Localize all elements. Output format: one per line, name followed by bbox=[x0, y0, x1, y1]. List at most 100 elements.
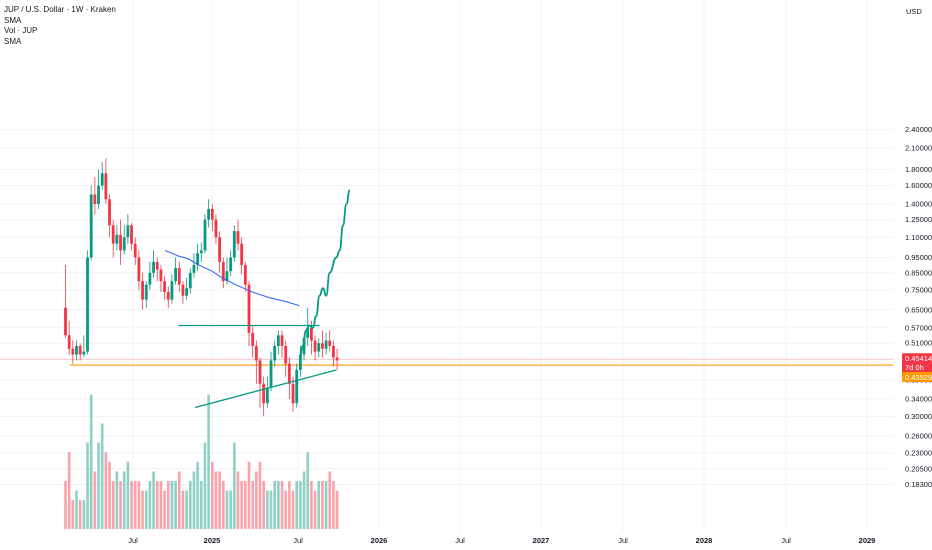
volume-bar bbox=[240, 481, 243, 529]
candle-body bbox=[203, 219, 207, 251]
volume-bar bbox=[233, 442, 236, 529]
candle-body bbox=[240, 243, 244, 265]
candle-body bbox=[262, 383, 266, 404]
x-tick-label: Jul bbox=[781, 536, 791, 545]
legend-volume-sma[interactable]: SMA bbox=[4, 36, 22, 46]
candle-body bbox=[75, 345, 78, 355]
volume-bar bbox=[119, 481, 122, 529]
candle-body bbox=[321, 343, 324, 349]
candle-body bbox=[78, 345, 82, 355]
candle-body bbox=[269, 360, 273, 388]
candle-body bbox=[141, 281, 144, 300]
volume-bar bbox=[269, 490, 273, 529]
candle-body bbox=[291, 383, 295, 404]
candle-body bbox=[100, 173, 104, 186]
volume-bar bbox=[225, 490, 229, 529]
candle-body bbox=[309, 327, 313, 341]
candle-body bbox=[130, 225, 133, 244]
legend-volume[interactable]: Vol · JUP bbox=[4, 26, 38, 35]
candle-body bbox=[133, 243, 137, 258]
volume-bar bbox=[93, 471, 97, 529]
volume-bar bbox=[78, 500, 82, 529]
candle-body bbox=[258, 360, 262, 384]
candle-body bbox=[265, 387, 269, 404]
volume-bar bbox=[155, 481, 159, 529]
candle-body bbox=[188, 272, 192, 289]
volume-bar bbox=[335, 490, 339, 529]
y-tick-label: 0.30000 bbox=[905, 412, 932, 421]
volume-bar bbox=[207, 394, 210, 529]
volume-bar bbox=[133, 481, 137, 529]
candle-body bbox=[317, 343, 321, 352]
volume-bar bbox=[211, 461, 214, 529]
candle-body bbox=[159, 269, 163, 282]
volume-bar bbox=[236, 471, 240, 529]
candle-body bbox=[155, 261, 159, 270]
sma-line bbox=[164, 249, 300, 307]
candle-body bbox=[67, 335, 71, 349]
candle-body bbox=[166, 291, 170, 300]
volume-bar bbox=[222, 481, 225, 529]
volume-bar bbox=[97, 442, 100, 529]
candle-body bbox=[210, 209, 214, 220]
candle-body bbox=[221, 261, 225, 282]
candle-body bbox=[174, 268, 177, 282]
candle-body bbox=[93, 194, 97, 205]
volume-bar bbox=[152, 471, 155, 529]
candle-body bbox=[295, 369, 299, 404]
volume-bar bbox=[295, 481, 299, 529]
candle-body bbox=[82, 351, 86, 355]
candle-body bbox=[126, 225, 130, 238]
y-tick-label: 2.10000 bbox=[905, 144, 932, 153]
volume-bar bbox=[192, 471, 196, 529]
volume-bar bbox=[262, 481, 265, 529]
candle-body bbox=[287, 363, 291, 384]
volume-bar bbox=[324, 481, 328, 529]
volume-bar bbox=[111, 481, 115, 529]
volume-bar bbox=[199, 481, 203, 529]
candle-body bbox=[229, 257, 233, 272]
candle-body bbox=[298, 354, 302, 370]
candle-body bbox=[181, 284, 185, 296]
x-tick-label: Jul bbox=[293, 536, 303, 545]
candle-body bbox=[214, 219, 218, 238]
volume-bar bbox=[166, 481, 170, 529]
volume-bar bbox=[203, 442, 207, 529]
candle-body bbox=[335, 357, 339, 361]
candle-body bbox=[177, 268, 181, 285]
legend-sma[interactable]: SMA bbox=[4, 15, 22, 25]
y-tick-label: 0.65000 bbox=[905, 305, 932, 314]
candle-body bbox=[218, 237, 222, 262]
candle-body bbox=[115, 234, 119, 244]
candle-body bbox=[232, 231, 236, 258]
volume-bar bbox=[302, 471, 306, 529]
volume-bar bbox=[185, 490, 188, 529]
candle-body bbox=[199, 250, 203, 254]
candle-body bbox=[71, 348, 75, 355]
x-tick-label: 2027 bbox=[533, 536, 550, 545]
volume-bar bbox=[64, 481, 67, 529]
candle-body bbox=[328, 340, 332, 346]
volume-bar bbox=[277, 481, 280, 529]
volume-bar bbox=[71, 500, 75, 529]
x-tick-label: 2028 bbox=[696, 536, 713, 545]
y-tick-label: 0.23000 bbox=[905, 448, 932, 457]
candle-body bbox=[207, 209, 211, 220]
volume-bar bbox=[214, 471, 218, 529]
volume-bar bbox=[115, 471, 119, 529]
volume-bar bbox=[291, 490, 295, 529]
candle-body bbox=[302, 337, 306, 355]
volume-bar bbox=[170, 481, 174, 529]
y-tick-label: 0.20500 bbox=[905, 464, 932, 473]
candle-body bbox=[104, 173, 108, 200]
y-tick-label: 1.60000 bbox=[905, 181, 932, 190]
volume-bar bbox=[273, 481, 276, 529]
candle-body bbox=[170, 281, 174, 300]
x-tick-label: Jul bbox=[618, 536, 628, 545]
candle-body bbox=[276, 335, 280, 346]
candle-body bbox=[119, 234, 122, 251]
y-tick-label: 2.40000 bbox=[905, 125, 932, 134]
legend-symbol[interactable]: JUP / U.S. Dollar · 1W · Kraken bbox=[4, 5, 116, 14]
